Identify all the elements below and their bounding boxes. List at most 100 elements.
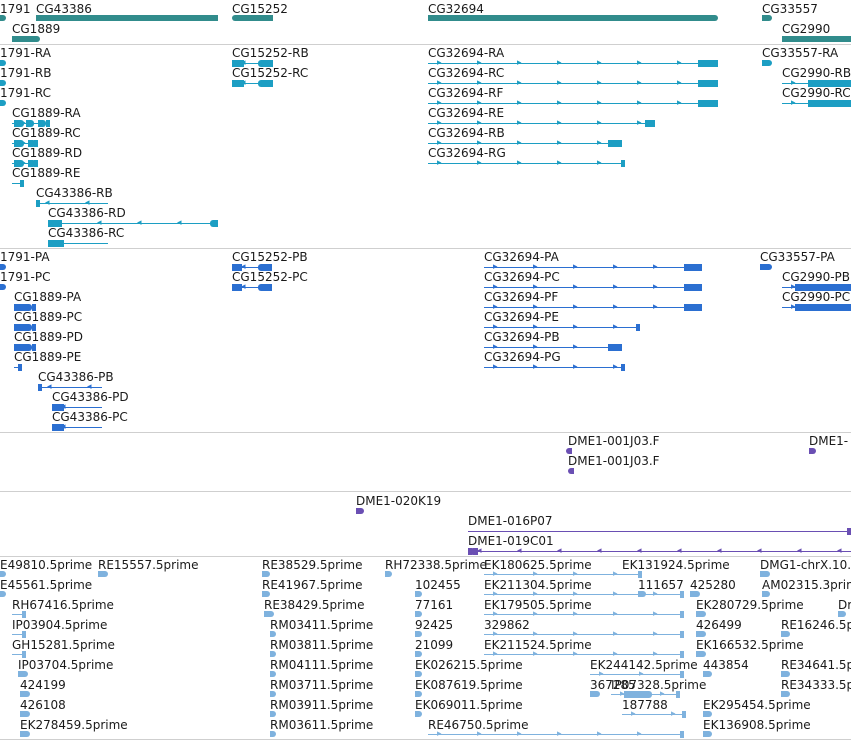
exon-block (258, 80, 273, 87)
exon-block (698, 60, 718, 67)
feature-cap (20, 180, 24, 187)
strand-arrow-icon: ▸ (653, 262, 658, 272)
feature-bar (98, 571, 108, 577)
feature-line (484, 594, 684, 595)
feature-bar (428, 15, 718, 21)
feature-label: 425280 (690, 578, 736, 592)
strand-arrow-icon: ▸ (533, 302, 538, 312)
feature-line (232, 267, 272, 268)
feature-line (622, 714, 686, 715)
strand-arrow-icon: ▸ (493, 589, 498, 599)
feature-label: RM03811.5prime (270, 638, 374, 652)
feature-label: CG15252-PC (232, 270, 308, 284)
strand-arrow-icon: ▸ (637, 118, 642, 128)
exon-block (48, 240, 64, 247)
feature-bar (782, 36, 851, 42)
strand-arrow-icon: ▸ (573, 589, 578, 599)
feature-label: RM03411.5prime (270, 618, 374, 632)
feature-label: 329862 (484, 618, 530, 632)
feature-line (48, 223, 218, 224)
feature-label: RE38429.5prime (264, 598, 365, 612)
strand-arrow-icon: ▸ (620, 689, 625, 699)
strand-arrow-icon: ▸ (637, 58, 642, 68)
strand-arrow-icon: ▸ (477, 729, 482, 739)
strand-arrow-icon: ▸ (477, 118, 482, 128)
strand-arrow-icon: ▸ (653, 609, 658, 619)
feature-label: EK131924.5prime (622, 558, 730, 572)
feature-label: DME1-001J03.F (568, 454, 660, 468)
feature-cap (676, 691, 680, 698)
feature-bar (760, 264, 772, 270)
strand-arrow-icon: ▸ (533, 569, 538, 579)
feature-line (484, 614, 684, 615)
strand-arrow-icon: ▸ (493, 322, 498, 332)
feature-line (12, 614, 26, 615)
feature-cap (34, 140, 38, 147)
feature-cap (621, 364, 625, 371)
strand-arrow-icon: ▸ (437, 78, 442, 88)
strand-arrow-icon: ▸ (437, 158, 442, 168)
strand-arrow-icon: ◂ (677, 546, 682, 556)
feature-line (12, 634, 26, 635)
feature-label: EK244142.5prime (590, 658, 698, 672)
feature-label: 187788 (622, 698, 668, 712)
strand-arrow-icon: ▸ (660, 689, 665, 699)
exon-block (645, 120, 655, 127)
strand-arrow-icon: ▸ (437, 138, 442, 148)
feature-line (36, 203, 108, 204)
feature-bar (0, 60, 6, 66)
feature-label: CG32694-RE (428, 106, 505, 120)
strand-arrow-icon: ▸ (477, 98, 482, 108)
strand-arrow-icon: ◂ (241, 262, 246, 272)
strand-arrow-icon: ▸ (653, 302, 658, 312)
strand-arrow-icon: ▸ (791, 78, 796, 88)
strand-arrow-icon: ▸ (599, 669, 604, 679)
feature-label: CG32694-RF (428, 86, 504, 100)
exon-block (52, 424, 64, 431)
feature-line (484, 574, 642, 575)
feature-label: IP03904.5prime (12, 618, 108, 632)
feature-bar (415, 611, 422, 617)
feature-bar (20, 731, 30, 737)
feature-label: RE34641.5p (781, 658, 851, 672)
feature-label: CG1889-PC (14, 310, 83, 324)
strand-arrow-icon: ▸ (597, 58, 602, 68)
feature-cap (680, 651, 684, 658)
feature-line (484, 367, 625, 368)
feature-label: CG1889-RA (12, 106, 81, 120)
feature-label: CG32694-RG (428, 146, 506, 160)
strand-arrow-icon: ▸ (573, 342, 578, 352)
feature-label: RM04111.5prime (270, 658, 374, 672)
feature-label: EK179505.5prime (484, 598, 592, 612)
feature-label: CG32694-RB (428, 126, 505, 140)
feature-label: RE16246.5p (781, 618, 851, 632)
strand-arrow-icon: ▸ (477, 138, 482, 148)
feature-line (52, 427, 102, 428)
feature-label: DMG1-chrX.10. (760, 558, 851, 572)
feature-label: CG32694-PB (484, 330, 560, 344)
strand-arrow-icon: ▸ (493, 342, 498, 352)
feature-line (428, 163, 625, 164)
exon-block (232, 80, 244, 87)
strand-arrow-icon: ▸ (557, 158, 562, 168)
feature-bar (0, 284, 6, 290)
feature-line (48, 243, 108, 244)
strand-arrow-icon: ◂ (241, 282, 246, 292)
exon-block (26, 120, 34, 127)
feature-line (12, 654, 26, 655)
feature-label: CG43386-PC (52, 410, 128, 424)
strand-arrow-icon: ◂ (557, 546, 562, 556)
strand-arrow-icon: ▸ (493, 302, 498, 312)
strand-arrow-icon: ◂ (477, 546, 482, 556)
feature-bar (590, 691, 600, 697)
feature-label: CG2990-PC (782, 290, 851, 304)
feature-line (232, 287, 272, 288)
feature-bar (356, 508, 364, 514)
strand-arrow-icon: ▸ (557, 138, 562, 148)
feature-line (38, 387, 102, 388)
feature-label: CG15252-RC (232, 66, 309, 80)
feature-line (622, 574, 642, 575)
feature-label: E49810.5prime (0, 558, 93, 572)
